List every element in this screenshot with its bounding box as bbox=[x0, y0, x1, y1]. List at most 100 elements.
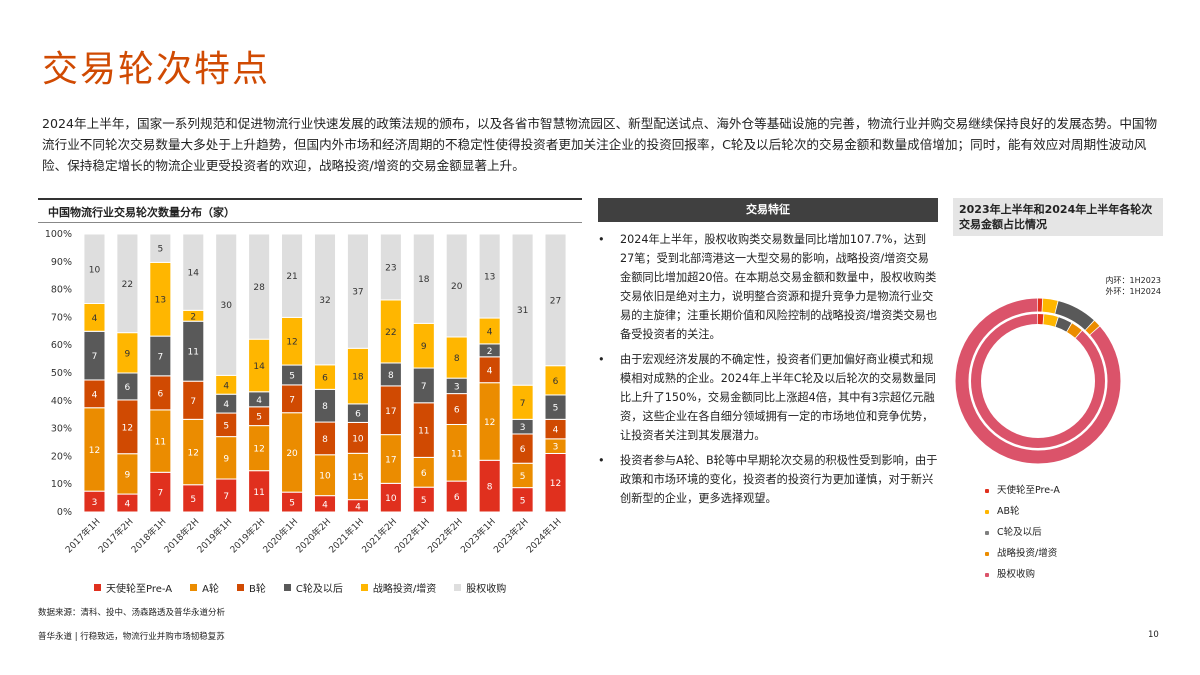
feature-bullet-1: • 2024年上半年，股权收购类交易数量同比增加107.7%，达到27笔；受到北部… bbox=[598, 230, 938, 344]
legend-label: 股权收购 bbox=[466, 584, 507, 595]
feature-bullet-3: • 投资者参与A轮、B轮等中早期轮次交易的积极性受到影响，由于政策和市场环境的变化… bbox=[598, 451, 938, 508]
bar-data-label: 12 bbox=[253, 445, 264, 455]
donut-slice bbox=[971, 314, 1105, 448]
bar-data-label: 5 bbox=[223, 421, 229, 431]
bar-data-label: 6 bbox=[157, 389, 163, 399]
x-tick-label: 2022年1H bbox=[392, 516, 432, 556]
donut-slice bbox=[971, 314, 1105, 448]
bar-data-label: 9 bbox=[125, 349, 131, 359]
legend-item-b: B轮 bbox=[236, 580, 266, 595]
bar-data-label: 2 bbox=[487, 347, 493, 357]
bar-data-label: 5 bbox=[421, 496, 427, 506]
y-tick-label: 20% bbox=[51, 451, 72, 462]
features-header: 交易特征 bbox=[598, 198, 938, 222]
bar-data-label: 11 bbox=[418, 427, 429, 437]
donut-panel: 2023年上半年和2024年上半年各轮次交易金额占比情况 内环：1H2023 外… bbox=[953, 198, 1163, 600]
bar-data-label: 9 bbox=[421, 342, 427, 352]
bar-data-label: 37 bbox=[352, 288, 363, 298]
bar-data-label: 10 bbox=[352, 434, 364, 444]
legend-label: 战略投资/增资 bbox=[372, 584, 437, 595]
x-tick-label: 2017年1H bbox=[63, 516, 103, 556]
bar-data-label: 12 bbox=[550, 479, 561, 489]
bullet-dot: • bbox=[598, 233, 605, 246]
bar-data-label: 11 bbox=[253, 488, 264, 498]
x-tick-label: 2018年2H bbox=[162, 516, 202, 556]
bar-data-label: 12 bbox=[122, 423, 133, 433]
bar-data-label: 4 bbox=[223, 381, 229, 391]
bar-data-label: 7 bbox=[520, 399, 526, 409]
x-tick-label: 2021年1H bbox=[326, 516, 366, 556]
y-tick-label: 90% bbox=[51, 257, 72, 268]
bar-data-label: 3 bbox=[454, 382, 460, 392]
bar-data-label: 6 bbox=[454, 493, 460, 503]
y-tick-label: 70% bbox=[51, 312, 72, 323]
bar-segment bbox=[412, 233, 435, 324]
bar-data-label: 18 bbox=[352, 373, 364, 383]
bar-data-label: 4 bbox=[487, 327, 493, 337]
bar-segment bbox=[379, 233, 402, 301]
bar-segment bbox=[445, 233, 468, 338]
bar-data-label: 4 bbox=[223, 400, 229, 410]
bar-data-label: 10 bbox=[89, 265, 101, 275]
donut-legend-label: C轮及以后 bbox=[997, 527, 1042, 538]
x-tick-label: 2021年2H bbox=[359, 516, 399, 556]
legend-swatch bbox=[94, 584, 101, 591]
bar-data-label: 8 bbox=[454, 354, 460, 364]
y-tick-label: 30% bbox=[51, 424, 72, 435]
bar-segment bbox=[182, 233, 205, 311]
bullet-dot: • bbox=[598, 454, 605, 467]
bar-data-label: 28 bbox=[253, 283, 265, 293]
bar-segment bbox=[83, 233, 106, 304]
bar-segment bbox=[116, 233, 139, 334]
legend-item-strategic: 战略投资/增资 bbox=[360, 580, 437, 595]
bar-data-label: 7 bbox=[157, 352, 163, 362]
bar-data-label: 7 bbox=[289, 395, 295, 405]
data-source-note: 数据来源：清科、投中、汤森路透及普华永道分析 bbox=[38, 608, 226, 618]
legend-item-c: C轮及以后 bbox=[283, 580, 343, 595]
x-tick-label: 2023年2H bbox=[491, 516, 531, 556]
bar-data-label: 6 bbox=[421, 469, 427, 479]
bar-data-label: 6 bbox=[454, 406, 460, 416]
donut-legend-item: 战略投资/增资 bbox=[985, 543, 1060, 564]
bar-data-label: 5 bbox=[190, 495, 196, 505]
y-tick-label: 60% bbox=[51, 340, 72, 351]
bar-data-label: 4 bbox=[322, 500, 328, 510]
page-title: 交易轮次特点 bbox=[42, 49, 271, 90]
legend-label: 天使轮至Pre-A bbox=[106, 584, 173, 595]
x-tick-label: 2020年1H bbox=[260, 516, 300, 556]
bar-data-label: 5 bbox=[520, 472, 526, 482]
bar-data-label: 7 bbox=[421, 382, 427, 392]
bar-data-label: 14 bbox=[188, 269, 200, 279]
bar-segment bbox=[149, 233, 172, 263]
legend-dot-icon bbox=[985, 572, 989, 577]
donut-slice bbox=[955, 298, 1121, 464]
bar-segment bbox=[281, 233, 304, 318]
bar-data-label: 8 bbox=[322, 402, 328, 412]
donut-legend: 天使轮至Pre-A AB轮 C轮及以后 战略投资/增资 股权收购 bbox=[985, 480, 1060, 585]
bar-segment bbox=[248, 233, 271, 340]
donut-legend-label: AB轮 bbox=[997, 506, 1020, 517]
bar-data-label: 12 bbox=[286, 338, 297, 348]
bar-segment bbox=[346, 233, 369, 349]
bar-data-label: 30 bbox=[220, 301, 232, 311]
bar-data-label: 18 bbox=[418, 275, 430, 285]
inner-ring-label: 内环：1H2023 bbox=[1105, 276, 1161, 285]
bar-data-label: 8 bbox=[388, 371, 394, 381]
bar-data-label: 15 bbox=[352, 473, 363, 483]
bar-data-label: 5 bbox=[289, 499, 295, 509]
x-tick-label: 2020年2H bbox=[293, 516, 333, 556]
double-donut-chart bbox=[955, 298, 1121, 464]
bar-data-label: 6 bbox=[355, 410, 361, 420]
bar-data-label: 4 bbox=[487, 366, 493, 376]
bar-data-label: 31 bbox=[517, 306, 528, 316]
legend-label: A轮 bbox=[202, 584, 219, 595]
bar-data-label: 23 bbox=[385, 263, 396, 273]
bar-data-label: 20 bbox=[286, 449, 298, 459]
bar-data-label: 4 bbox=[92, 314, 98, 324]
bar-data-label: 20 bbox=[451, 282, 463, 292]
legend-item-equity: 股权收购 bbox=[454, 580, 506, 595]
bar-data-label: 10 bbox=[385, 494, 397, 504]
legend-label: B轮 bbox=[248, 584, 266, 595]
bar-data-label: 4 bbox=[553, 426, 559, 436]
features-list: • 2024年上半年，股权收购类交易数量同比增加107.7%，达到27笔；受到北部… bbox=[598, 230, 938, 508]
